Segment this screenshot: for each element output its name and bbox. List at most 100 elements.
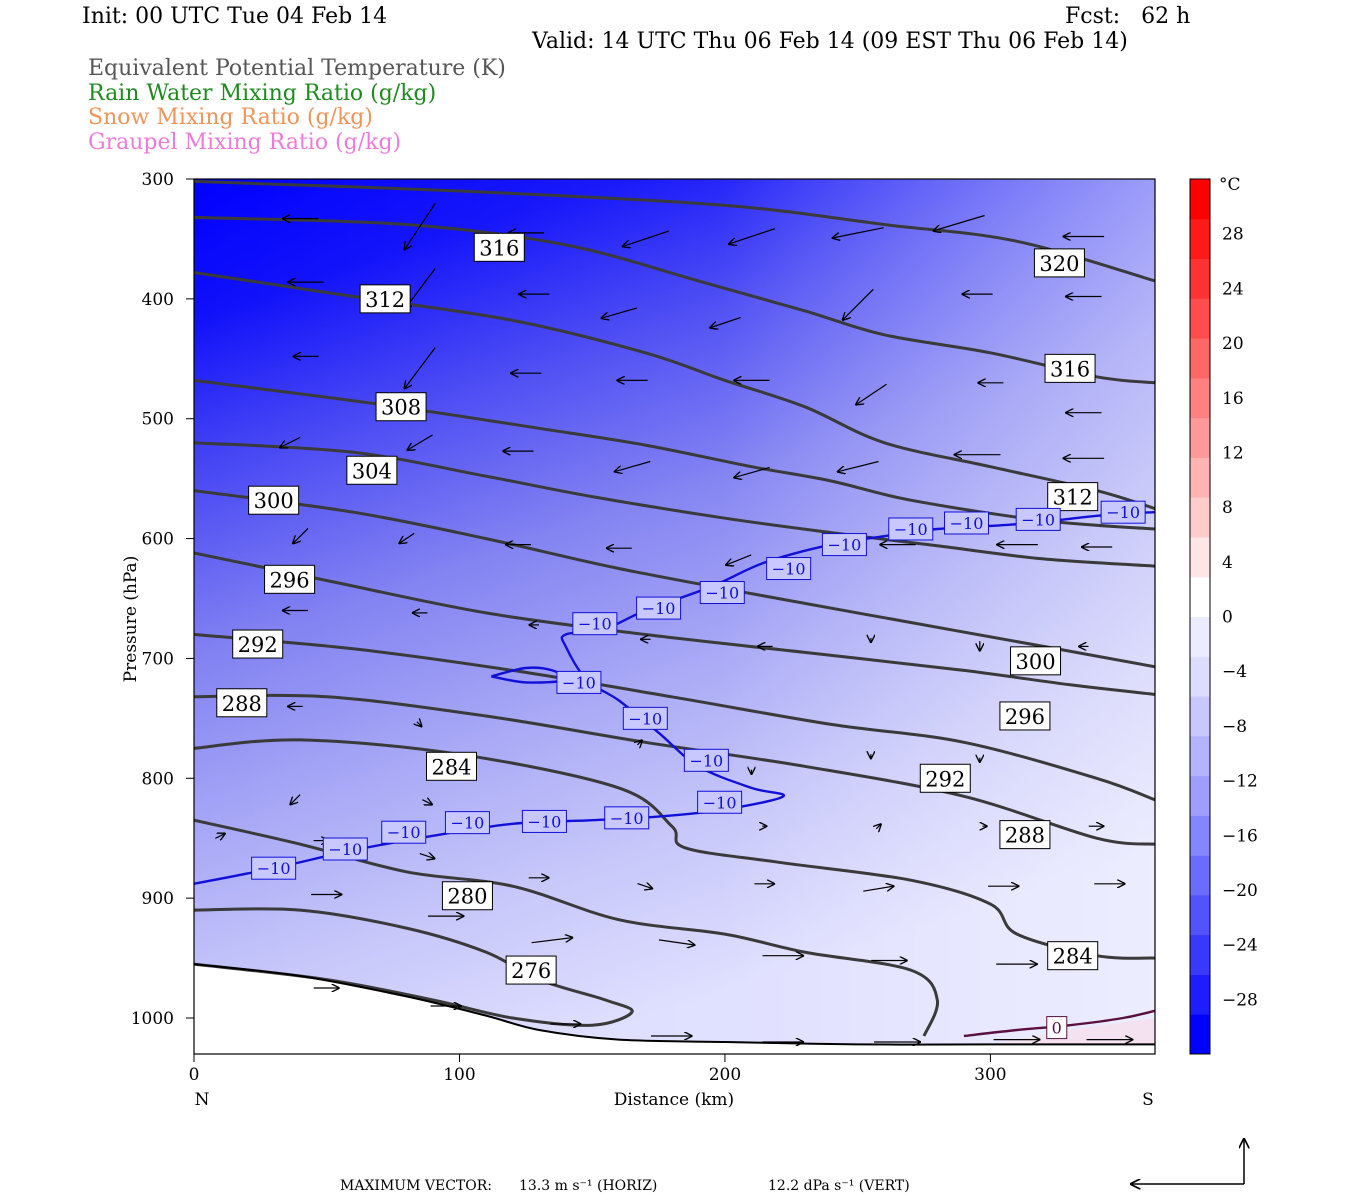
y-tick-label: 300 [142,170,174,190]
x-tick-label: 0 [189,1065,200,1085]
theta-e-label-box [426,751,478,781]
colorbar-swatch [1190,735,1210,777]
isotherm-label: −10 [572,612,618,636]
wind-vector [531,938,574,944]
theta-e-label-box [1047,941,1099,971]
isotherm-label-box [444,811,490,835]
theta-e-label-text: 288 [1005,824,1045,848]
isotherm-label-text: −10 [628,709,662,728]
max-vector-label: MAXIMUM VECTOR: [340,1178,492,1194]
isotherm-label: −10 [944,511,990,535]
isotherm-label-box [944,511,990,535]
y-tick-label: 400 [142,290,174,310]
wind-vector [709,317,741,328]
isotherm-label: −10 [697,790,743,814]
plot-frame [193,178,1156,1055]
theta-e-label-box [1047,482,1099,512]
theta-e-contour-276 [194,907,634,1027]
wind-vector [407,434,433,451]
colorbar-swatch [1190,457,1210,498]
theta-e-label-text: 296 [270,568,310,592]
theta-e-label: 304 [346,455,398,485]
isotherm-label-box [604,806,650,830]
isotherm-zero-line [963,1009,1155,1038]
theta-e-label: 292 [232,629,284,659]
theta-e-contour-320 [194,179,1155,283]
isotherm-label-box [251,856,297,880]
isotherm-label-text: 0 [1052,1019,1062,1038]
isotherm-label-text: −10 [257,859,291,878]
colorbar-swatch [1190,338,1210,379]
south-label: S [1142,1090,1154,1110]
colorbar-swatch [1190,696,1210,737]
isotherm-label-text: −10 [689,751,723,770]
theta-e-label: 312 [1047,482,1099,512]
y-tick-label: 700 [142,649,174,669]
colorbar-tick-label: 4 [1222,553,1233,573]
wind-vector [733,466,770,477]
colorbar-tick-label: 12 [1222,443,1244,463]
colorbar-tick-label: 8 [1222,498,1233,518]
isotherm-label: −10 [699,581,745,605]
isotherm-label: −10 [1015,507,1061,531]
wind-vector [614,460,651,472]
terrain-surface-line [194,963,1155,1046]
isotherm-label: −10 [322,837,368,861]
reference-vector-icon [1130,1138,1244,1184]
colorbar-swatch [1190,775,1210,816]
colorbar-tick-label: 0 [1222,608,1233,628]
x-tick-label: 300 [974,1065,1006,1085]
isotherm-label-text: −10 [894,520,928,539]
colorbar-unit: °C [1219,175,1241,195]
theta-e-label-text: 316 [479,236,519,260]
isotherm-label: −10 [521,809,567,833]
colorbar-swatch [1190,616,1210,657]
y-tick-label: 500 [142,410,174,430]
isotherm-label-box [322,837,368,861]
wind-vector [279,436,301,448]
isotherm-label-box [1100,500,1146,524]
theta-e-label-text: 300 [254,489,294,513]
isotherm-label-box [636,596,682,620]
isotherm-label-text: −10 [328,840,362,859]
theta-e-label-box [346,455,398,485]
isotherm-label-text: −10 [828,536,862,555]
theta-e-label-text: 280 [447,885,487,909]
isotherm-labels: −10 −10 −10 −10 −10 −10 −10 −10 −10 −10 −10 −10 −10 −… [251,500,1146,1040]
valid-time: Valid: 14 UTC Thu 06 Feb 14 (09 EST Thu … [532,29,1128,54]
wind-vector [622,230,669,247]
theta-e-label-text: 296 [1005,705,1045,729]
wind-vector [876,824,881,829]
wind-vectors [215,203,1134,1043]
isotherm-label-box [697,790,743,814]
isotherm-label-text: −10 [562,673,596,692]
theta-e-contour-284 [194,738,1155,960]
theta-e-label-text: 300 [1015,650,1055,674]
isotherm-label-text: −10 [451,814,485,833]
theta-e-label: 288 [216,688,268,718]
isotherm-label-box [381,820,427,844]
colorbar-swatch [1190,218,1210,260]
legend-snow: Snow Mixing Ratio (g/kg) [88,105,373,130]
colorbar-tick-label: −8 [1222,717,1247,737]
isotherm-label-text: −10 [950,514,984,533]
colorbar-swatch [1190,298,1210,339]
colorbar-tick-label: −20 [1222,881,1258,901]
theta-e-label: 276 [505,955,557,985]
wind-vector [215,833,225,838]
colorbar-swatch [1190,537,1210,578]
isotherm-label-box [888,517,934,541]
theta-e-label-box [505,955,557,985]
theta-e-label-text: 316 [1050,357,1090,381]
colorbar-tick-label: 24 [1222,279,1244,299]
theta-e-label: 280 [441,881,493,911]
isotherm-label-text: −10 [703,793,737,812]
colorbar-swatch [1190,497,1210,538]
wind-vector [399,532,415,543]
theta-e-label: 284 [1047,941,1099,971]
isotherm-label-text: −10 [642,599,676,618]
theta-e-label-text: 312 [1053,486,1093,510]
theta-e-label-box [264,564,316,594]
y-tick-label: 900 [142,889,174,909]
isotherm-label-box [572,612,618,636]
